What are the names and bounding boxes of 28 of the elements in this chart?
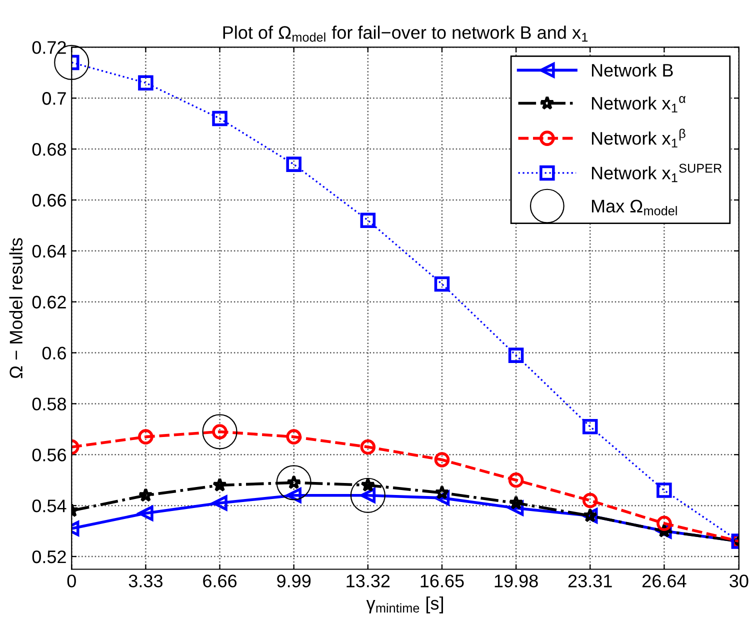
x-tick-label: 26.64 [642,574,686,588]
y-axis-title: Ω − Model results [9,238,23,378]
x-tick-label: 23.31 [568,574,612,588]
x-tick-label: 16.65 [420,574,464,588]
y-tick-label: 0.52 [32,550,66,564]
y-tick-label: 0.58 [32,398,66,410]
chart-title: Plot of Ω$_{model}$ for fail−over to network B and x$_{1}$ [223,26,588,42]
legend-label: Network x$_{1}$$^{SUPER}$ [592,164,722,182]
legend-label: Network x$_{1}$$^{β}$ [592,128,686,148]
x-tick-label: 3.33 [128,574,162,588]
y-tick-label: 0.54 [32,500,66,512]
y-tick-label: 0.68 [32,142,66,156]
x-axis-title: γ$_{mintime}$ [s] [366,596,443,614]
x-tick-label: 19.98 [494,574,538,588]
legend-label: Network B [592,63,673,77]
legend-label: Max Ω$_{model}$ [592,200,677,216]
legend-label: Network x$_{1}$$^{α}$ [592,96,686,112]
x-tick-label: 6.66 [203,574,237,588]
y-tick-label: 0.6 [42,346,66,360]
x-tick-label: 13.32 [346,574,390,588]
x-tick-label: 0 [67,574,76,588]
x-tick-label: 30 [730,574,748,588]
y-tick-label: 0.66 [32,194,66,207]
y-tick-label: 0.56 [32,448,66,462]
y-tick-label: 0.7 [42,92,66,105]
y-tick-label: 0.64 [32,244,66,258]
y-tick-label: 0.62 [32,296,66,309]
x-tick-label: 9.99 [277,574,311,588]
